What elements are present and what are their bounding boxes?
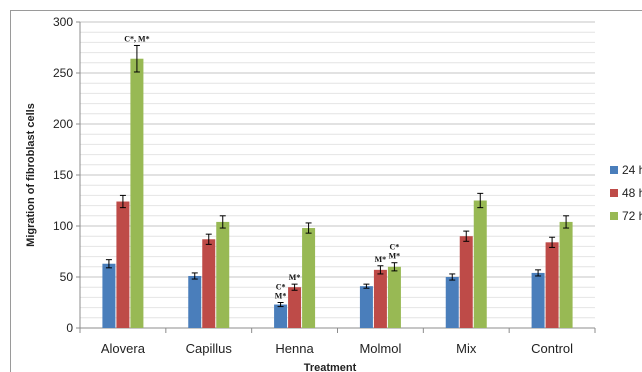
significance-label: M*	[389, 252, 401, 261]
y-tick-label: 250	[53, 66, 73, 80]
bar	[102, 263, 116, 328]
bar	[274, 304, 288, 328]
legend-swatch	[610, 166, 618, 174]
bar	[387, 266, 401, 328]
significance-label: M*	[375, 255, 387, 264]
x-tick-label: Molmol	[359, 341, 401, 356]
x-tick-label: Capillus	[186, 341, 233, 356]
bar	[531, 272, 545, 328]
legend-label: 48 h	[622, 186, 642, 200]
x-axis-title: Treatment	[304, 362, 357, 372]
legend-label: 72 h	[622, 209, 642, 223]
bar	[288, 287, 302, 328]
bar	[188, 275, 202, 328]
bar	[545, 242, 559, 328]
bar	[130, 58, 144, 328]
y-tick-label: 100	[53, 219, 73, 233]
bar	[445, 277, 459, 328]
legend-swatch	[610, 189, 618, 197]
y-tick-label: 150	[53, 168, 73, 182]
bar	[359, 286, 373, 328]
legend-label: 24 h	[622, 163, 642, 177]
y-tick-label: 300	[53, 15, 73, 29]
significance-label: C*	[390, 243, 400, 252]
y-tick-label: 50	[60, 270, 74, 284]
bar	[559, 221, 573, 328]
x-tick-label: Control	[531, 341, 573, 356]
significance-label: M*	[289, 273, 301, 282]
x-tick-label: Alovera	[101, 341, 146, 356]
bar	[302, 228, 316, 328]
bar	[459, 236, 473, 328]
significance-label: C*, M*	[124, 34, 149, 43]
significance-label: M*	[275, 292, 287, 301]
y-tick-label: 0	[66, 321, 73, 335]
bar	[473, 200, 487, 328]
bar	[216, 221, 230, 328]
bar	[373, 269, 387, 328]
legend-swatch	[610, 212, 618, 220]
bar	[116, 201, 130, 328]
y-tick-label: 200	[53, 117, 73, 131]
bar	[202, 239, 216, 328]
chart-frame	[10, 10, 642, 372]
x-tick-label: Mix	[456, 341, 477, 356]
significance-label: C*	[276, 283, 286, 292]
y-axis-title: Migration of fibroblast cells	[25, 103, 37, 247]
x-tick-label: Henna	[275, 341, 314, 356]
